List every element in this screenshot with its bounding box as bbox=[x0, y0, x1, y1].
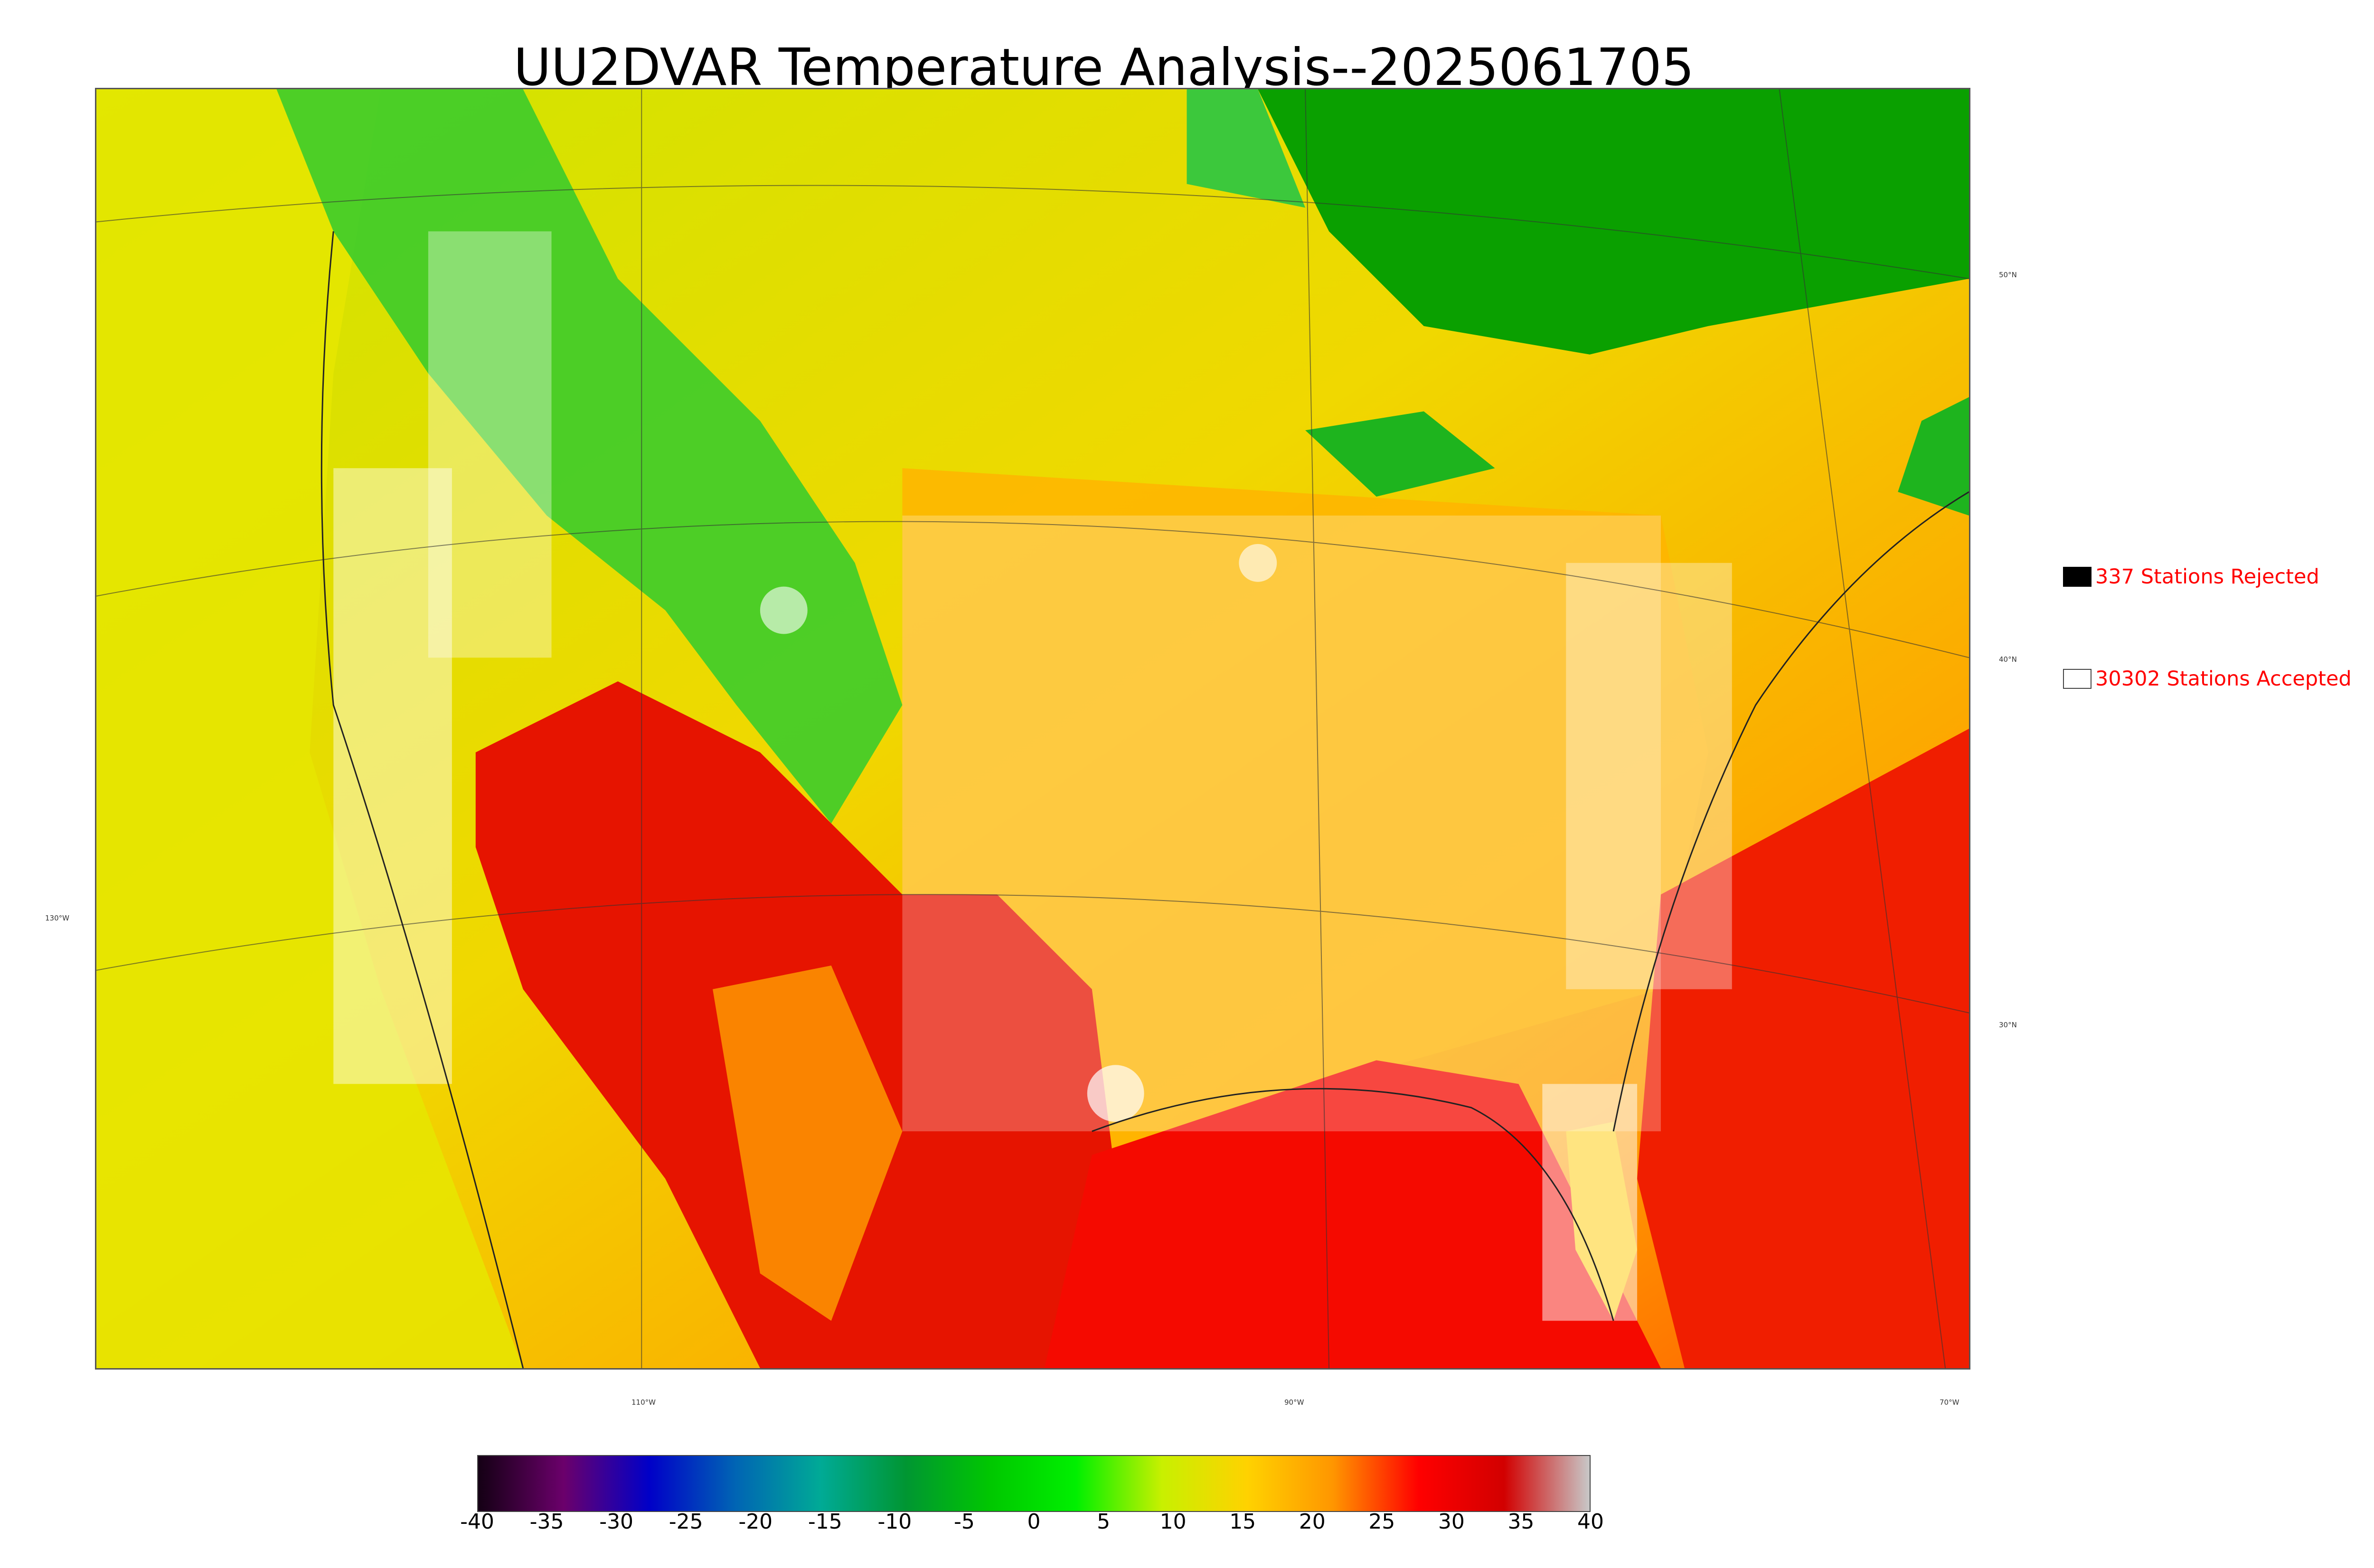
accepted-stations bbox=[333, 231, 1732, 1321]
lon-label-130w: 130°W bbox=[45, 914, 69, 922]
colorbar-tick-label: -5 bbox=[954, 1510, 975, 1534]
colorbar-tick-label: 5 bbox=[1097, 1510, 1111, 1534]
lat-label-50n: 50°N bbox=[1999, 271, 2017, 279]
gulf-hot-region bbox=[1044, 1060, 1661, 1368]
coastlines bbox=[320, 231, 1969, 1368]
colorbar-tick-label: 35 bbox=[1507, 1510, 1535, 1534]
legend-rejected: 337 Stations Rejected bbox=[2063, 565, 2319, 589]
colorbar-tick-label: 15 bbox=[1229, 1510, 1256, 1534]
lat-label-40n: 40°N bbox=[1999, 655, 2017, 664]
colorbar-tick-label: -35 bbox=[529, 1510, 564, 1534]
maritime-cool-region bbox=[1898, 397, 1969, 516]
temperature-map bbox=[95, 88, 1970, 1370]
rockies-cool-region bbox=[276, 89, 903, 824]
atlantic-hot-region bbox=[1637, 729, 1969, 1368]
pacific-mild-region bbox=[96, 89, 523, 1368]
lon-label-110w: 110°W bbox=[631, 1398, 656, 1407]
rejected-label: 337 Stations Rejected bbox=[2095, 565, 2319, 589]
colorbar bbox=[477, 1455, 1591, 1512]
colorbar-tick-label: -10 bbox=[877, 1510, 912, 1534]
colorbar-tick-label: -25 bbox=[669, 1510, 703, 1534]
accepted-label: 30302 Stations Accepted bbox=[2095, 667, 2352, 691]
accepted-swatch bbox=[2063, 669, 2091, 689]
colorbar-tick-label: 25 bbox=[1368, 1510, 1395, 1534]
colorbar-tick-label: 20 bbox=[1299, 1510, 1326, 1534]
colorbar-tick-label: 10 bbox=[1159, 1510, 1187, 1534]
map-title: UU2DVAR Temperature Analysis--2025061705 bbox=[513, 38, 1695, 97]
graticule bbox=[96, 89, 1969, 1368]
temperature-field bbox=[96, 89, 1969, 1368]
great-lakes-cool-region bbox=[1305, 411, 1495, 497]
colorbar-tick-label: -40 bbox=[460, 1510, 494, 1534]
lon-label-70w: 70°W bbox=[1940, 1398, 1959, 1407]
colorbar-tick-label: -15 bbox=[808, 1510, 842, 1534]
colorbar-tick-label: 0 bbox=[1027, 1510, 1041, 1534]
colorbar-tick-label: -30 bbox=[599, 1510, 634, 1534]
mexico-plateau-region bbox=[713, 965, 903, 1321]
rejected-swatch bbox=[2063, 567, 2091, 587]
legend-accepted: 30302 Stations Accepted bbox=[2063, 667, 2352, 691]
colorbar-tick-label: -20 bbox=[738, 1510, 773, 1534]
colorbar-tick-label: 40 bbox=[1577, 1510, 1604, 1534]
central-warm-region bbox=[902, 468, 1708, 1179]
canada-cool-edge bbox=[1187, 89, 1306, 208]
canada-cool-region bbox=[1258, 89, 1969, 355]
lat-label-30n: 30°N bbox=[1999, 1021, 2017, 1029]
colorbar-tick-label: 30 bbox=[1438, 1510, 1465, 1534]
lon-label-90w: 90°W bbox=[1284, 1398, 1304, 1407]
